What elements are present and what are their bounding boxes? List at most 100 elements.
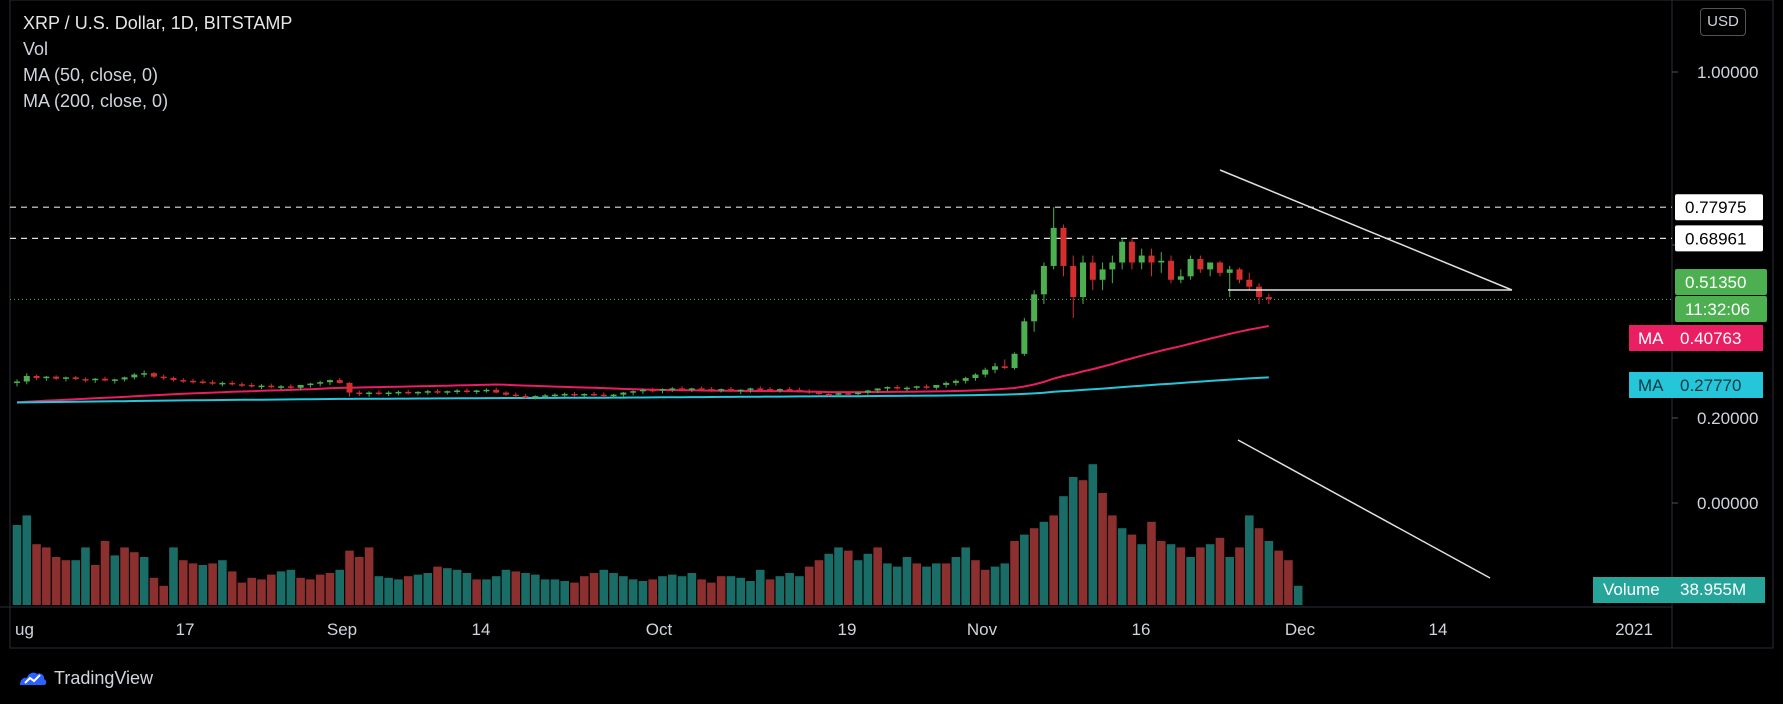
tradingview-brand[interactable]: TradingView: [18, 666, 153, 690]
candle-body[interactable]: [307, 383, 314, 386]
candle-body[interactable]: [522, 396, 529, 398]
candle-body[interactable]: [874, 388, 881, 391]
volume-study-label[interactable]: Vol: [23, 39, 49, 59]
candle-body[interactable]: [102, 378, 109, 381]
candle-body[interactable]: [669, 388, 676, 390]
candle-body[interactable]: [180, 380, 187, 382]
candle-body[interactable]: [551, 394, 558, 397]
candle-body[interactable]: [454, 390, 461, 393]
candle-body[interactable]: [1109, 262, 1116, 270]
candle-body[interactable]: [542, 395, 549, 397]
descending-trendline[interactable]: [1219, 169, 1513, 291]
candle-body[interactable]: [1256, 286, 1263, 298]
candle-body[interactable]: [737, 389, 744, 392]
candle-body[interactable]: [14, 381, 20, 384]
candle-body[interactable]: [1119, 241, 1126, 263]
candle-body[interactable]: [620, 392, 627, 395]
candle-body[interactable]: [1265, 297, 1272, 300]
candle-body[interactable]: [92, 378, 99, 381]
candle-body[interactable]: [747, 388, 754, 390]
candle-body[interactable]: [219, 382, 226, 385]
candle-body[interactable]: [757, 388, 764, 390]
candle-body[interactable]: [43, 376, 50, 379]
candle-body[interactable]: [884, 387, 891, 389]
ma200-study-label[interactable]: MA (200, close, 0): [23, 91, 169, 111]
candle-body[interactable]: [571, 393, 578, 396]
candle-body[interactable]: [297, 384, 304, 388]
candle-body[interactable]: [532, 396, 539, 398]
candle-body[interactable]: [688, 388, 695, 390]
candle-body[interactable]: [121, 377, 128, 380]
candle-body[interactable]: [414, 391, 421, 394]
candle-body[interactable]: [483, 389, 490, 392]
candle-body[interactable]: [346, 382, 353, 393]
candle-body[interactable]: [1001, 366, 1008, 369]
candle-body[interactable]: [278, 386, 285, 388]
candle-body[interactable]: [923, 386, 930, 388]
candle-body[interactable]: [1070, 265, 1077, 298]
ma50-study-label[interactable]: MA (50, close, 0): [23, 65, 159, 85]
candle-body[interactable]: [1226, 269, 1233, 273]
candle-body[interactable]: [1040, 265, 1047, 295]
candle-body[interactable]: [434, 391, 441, 393]
candle-body[interactable]: [53, 376, 60, 379]
candle-body[interactable]: [444, 391, 451, 393]
candle-body[interactable]: [845, 393, 852, 395]
candle-body[interactable]: [1148, 255, 1155, 263]
candle-body[interactable]: [395, 391, 402, 394]
candle-body[interactable]: [1089, 262, 1096, 280]
candle-body[interactable]: [405, 391, 412, 394]
candle-body[interactable]: [1011, 353, 1018, 369]
candle-body[interactable]: [512, 394, 519, 397]
candle-body[interactable]: [150, 373, 157, 377]
candle-body[interactable]: [982, 369, 989, 375]
candle-body[interactable]: [767, 389, 774, 391]
candle-body[interactable]: [170, 378, 177, 381]
candle-body[interactable]: [238, 384, 245, 386]
candle-body[interactable]: [1187, 259, 1194, 277]
candle-body[interactable]: [258, 385, 265, 388]
candle-body[interactable]: [473, 390, 480, 393]
candle-body[interactable]: [815, 392, 822, 395]
candle-body[interactable]: [1207, 262, 1214, 270]
candle-body[interactable]: [718, 389, 725, 391]
candle-body[interactable]: [336, 380, 343, 383]
candle-body[interactable]: [366, 392, 373, 395]
candle-body[interactable]: [424, 391, 431, 393]
ma200-line[interactable]: [16, 376, 1269, 404]
candle-body[interactable]: [1031, 294, 1038, 322]
candle-body[interactable]: [962, 378, 969, 381]
candle-body[interactable]: [855, 392, 862, 395]
candle-body[interactable]: [630, 391, 637, 393]
candle-body[interactable]: [835, 393, 842, 395]
candle-body[interactable]: [610, 394, 617, 397]
candle-body[interactable]: [649, 389, 656, 392]
candle-body[interactable]: [23, 375, 30, 382]
candle-body[interactable]: [385, 392, 392, 395]
candle-body[interactable]: [1197, 259, 1204, 270]
candle-body[interactable]: [503, 392, 509, 395]
candle-body[interactable]: [698, 388, 705, 390]
candle-body[interactable]: [943, 382, 950, 385]
candle-body[interactable]: [786, 389, 793, 391]
candle-body[interactable]: [591, 393, 598, 396]
candle-body[interactable]: [326, 380, 333, 383]
candle-body[interactable]: [903, 387, 910, 390]
candle-body[interactable]: [1216, 262, 1223, 273]
candle-body[interactable]: [199, 381, 206, 384]
candle-body[interactable]: [1158, 260, 1165, 263]
candle-body[interactable]: [1168, 260, 1175, 280]
candle-body[interactable]: [268, 385, 275, 388]
candle-body[interactable]: [1099, 269, 1106, 280]
candle-body[interactable]: [287, 386, 294, 388]
candle-body[interactable]: [933, 384, 940, 388]
candle-body[interactable]: [463, 390, 470, 393]
candle-body[interactable]: [82, 379, 89, 381]
candle-body[interactable]: [141, 373, 148, 375]
candle-body[interactable]: [913, 386, 920, 388]
candle-body[interactable]: [600, 394, 607, 397]
candle-body[interactable]: [708, 389, 715, 391]
candle-body[interactable]: [375, 392, 382, 395]
candle-body[interactable]: [679, 388, 686, 390]
